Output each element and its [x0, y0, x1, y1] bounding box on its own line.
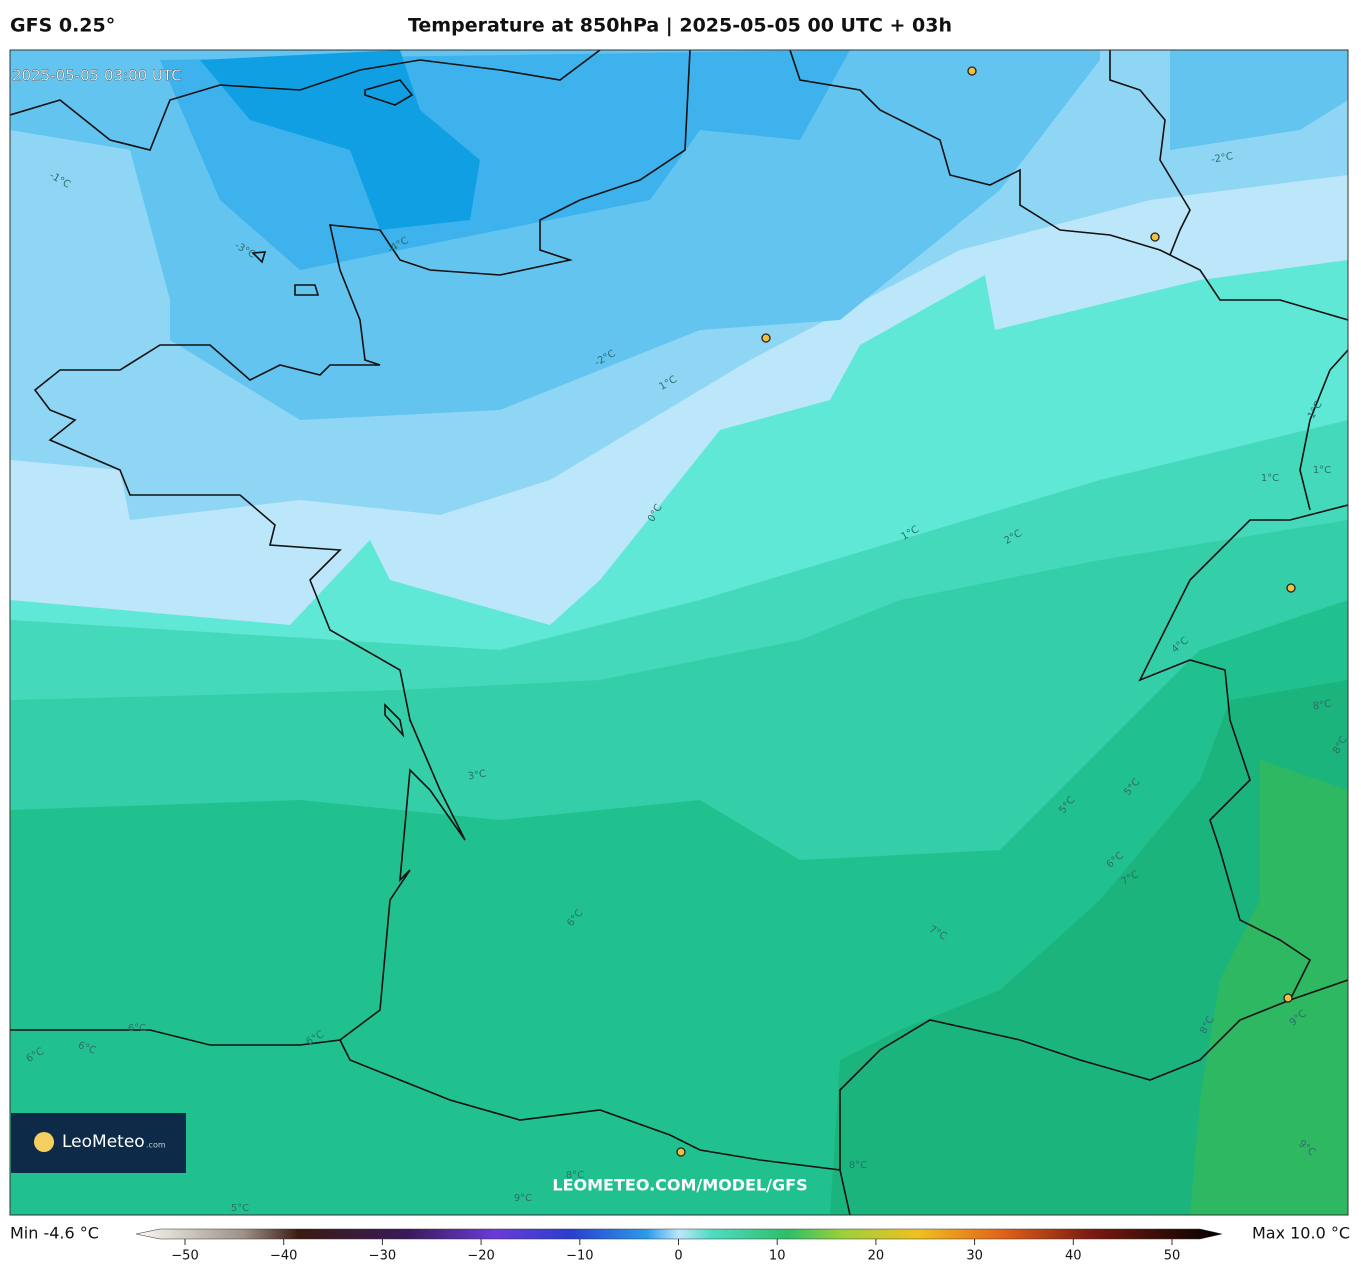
colorbar-tick-label: −30	[369, 1249, 396, 1264]
colorbar-tick-label: 0	[674, 1249, 682, 1264]
contour-label: 6°C	[128, 1023, 146, 1034]
timestamp: 2025-05-05 03:00 UTC	[12, 67, 182, 85]
colorbar	[135, 1228, 1223, 1240]
logo-name: LeoMeteo	[62, 1132, 145, 1152]
map-title: Temperature at 850hPa | 2025-05-05 00 UT…	[408, 15, 952, 37]
colorbar-tick-label: 20	[868, 1249, 885, 1264]
contour-label: 1°C	[1313, 465, 1331, 476]
colorbar-tick-label: −20	[467, 1249, 494, 1264]
colorbar-tick-label: 40	[1065, 1249, 1082, 1264]
model-name: GFS 0.25°	[10, 15, 115, 37]
contour-label: 8°C	[849, 1160, 867, 1171]
watermark: LEOMETEO.COM/MODEL/GFS	[552, 1176, 807, 1195]
contour-label: 1°C	[1261, 473, 1279, 484]
colorbar-tick-label: 10	[769, 1249, 786, 1264]
colorbar-tick-label: 50	[1164, 1249, 1181, 1264]
colorbar-tick-label: −50	[171, 1249, 198, 1264]
colorbar-tick-label: 30	[966, 1249, 983, 1264]
logo-suffix: .com	[146, 1141, 166, 1150]
contour-label: 3°C	[467, 768, 487, 782]
contour-label: 8°C	[566, 1170, 584, 1181]
temperature-field: 2025-05-05 03:00 UTC LEOMETEO.COM/MODEL/…	[10, 50, 1348, 1215]
max-label: Max 10.0 °C	[1252, 1224, 1350, 1243]
colorbar-tick-label: −40	[270, 1249, 297, 1264]
min-label: Min -4.6 °C	[10, 1224, 99, 1243]
contour-label: -2°C	[1210, 151, 1234, 166]
map-frame	[9, 49, 1349, 1216]
contour-label: 9°C	[514, 1193, 532, 1204]
contour-label: 5°C	[231, 1203, 249, 1214]
contour-label: 8°C	[1312, 698, 1332, 712]
logo: LeoMeteo .com	[11, 1113, 186, 1173]
colorbar-tick-label: −10	[566, 1249, 593, 1264]
